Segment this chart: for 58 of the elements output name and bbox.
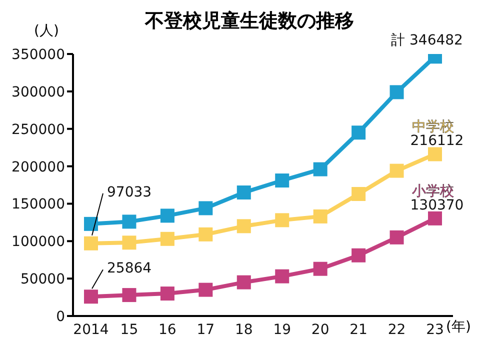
point <box>390 164 404 178</box>
point <box>352 248 366 262</box>
point <box>428 211 442 226</box>
point <box>275 269 290 284</box>
series-label: 中学校 <box>412 119 454 136</box>
y-tick-label: 150000 <box>12 196 65 213</box>
point <box>122 214 136 229</box>
point <box>275 213 290 228</box>
data-label: 25864 <box>107 260 152 277</box>
x-tick-label: 15 <box>120 322 138 338</box>
x-tick-label: 20 <box>311 322 330 338</box>
series-label: 計 <box>391 32 406 49</box>
y-tick-label: 250000 <box>12 122 65 138</box>
x-tick-label: 21 <box>350 322 368 338</box>
point <box>198 282 213 297</box>
data-label: 346482 <box>410 32 463 49</box>
x-tick-label: 22 <box>388 322 406 338</box>
data-label: 97033 <box>107 184 152 200</box>
point <box>352 126 366 140</box>
y-tick-label: 300000 <box>12 84 65 100</box>
y-tick-label: 50000 <box>20 272 65 288</box>
x-tick-label: 17 <box>196 322 215 338</box>
y-tick-label: 0 <box>56 308 65 325</box>
point <box>236 185 251 200</box>
point <box>275 174 290 188</box>
point <box>198 201 213 216</box>
x-axis-title: (年) <box>446 318 471 336</box>
point <box>236 219 251 234</box>
point <box>390 85 404 100</box>
point <box>160 208 174 223</box>
point <box>198 227 213 242</box>
data-label: 130370 <box>410 197 464 214</box>
point <box>313 209 328 224</box>
point <box>160 232 174 246</box>
data-label: 216112 <box>410 133 464 150</box>
x-tick-label: 23 <box>426 322 444 338</box>
point <box>84 236 98 250</box>
point <box>122 236 136 250</box>
point <box>122 288 136 302</box>
point <box>313 262 328 276</box>
point <box>236 275 251 290</box>
x-tick-label: 16 <box>158 322 176 338</box>
point <box>428 147 442 162</box>
point <box>160 286 174 301</box>
point <box>313 162 328 176</box>
series-label: 小学校 <box>412 183 454 200</box>
y-tick-label: 350000 <box>12 46 65 63</box>
x-tick-label: 18 <box>234 322 253 338</box>
x-tick-label: 2014 <box>73 322 109 338</box>
y-tick-label: 100000 <box>12 234 65 250</box>
y-axis-title: (人) <box>34 22 59 40</box>
x-tick-label: 19 <box>273 322 292 338</box>
point <box>352 186 366 201</box>
point <box>390 230 404 244</box>
point <box>84 290 98 304</box>
chart-title: 不登校児童生徒数の推移 <box>145 10 354 32</box>
y-tick-label: 200000 <box>12 159 65 176</box>
point <box>84 216 98 231</box>
